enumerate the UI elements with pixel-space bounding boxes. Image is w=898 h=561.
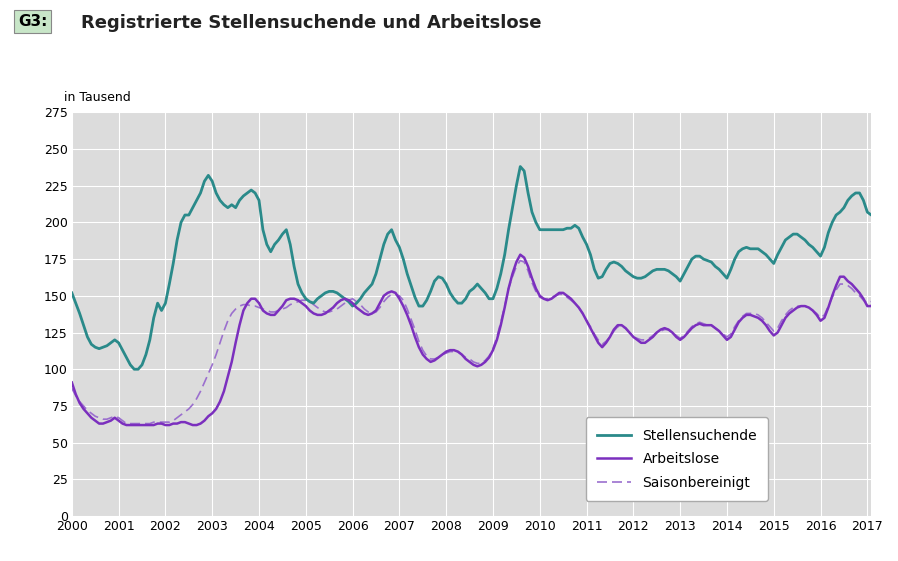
Text: G3:: G3: xyxy=(18,14,48,29)
Text: in Tausend: in Tausend xyxy=(64,91,130,104)
Text: Registrierte Stellensuchende und Arbeitslose: Registrierte Stellensuchende und Arbeits… xyxy=(81,14,541,32)
Legend: Stellensuchende, Arbeitslose, Saisonbereinigt: Stellensuchende, Arbeitslose, Saisonbere… xyxy=(585,417,768,501)
